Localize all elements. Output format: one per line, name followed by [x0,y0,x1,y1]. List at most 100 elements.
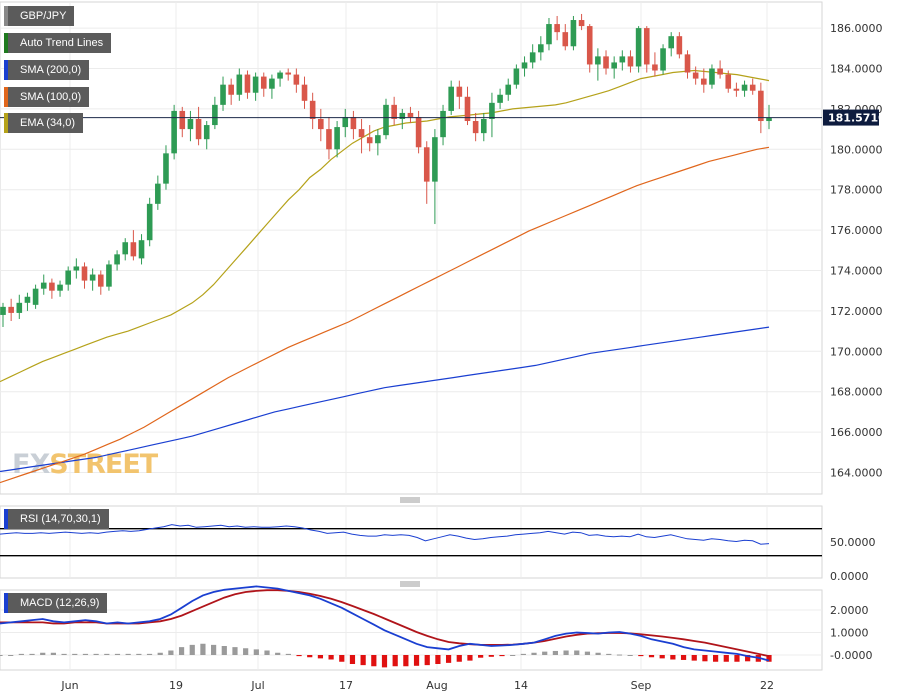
candle-body [603,56,609,69]
macd-histogram-bar [275,652,281,655]
macd-histogram-bar [243,648,249,655]
candle-body [89,274,96,281]
y-tick-label: 172.0000 [830,305,883,318]
macd-histogram-bar [72,653,78,655]
legend-gbpjpy[interactable]: GBP/JPY [4,6,75,26]
macd-histogram-bar [734,655,740,662]
macd-histogram-bar [253,649,259,655]
macd-histogram-bar [392,655,398,667]
candle-body [521,62,528,69]
macd-histogram-bar [488,655,494,657]
candle-body [546,24,552,45]
candle-body [97,274,104,287]
macd-histogram-bar [595,652,601,655]
candle-body [652,64,658,71]
candle-body [562,32,569,47]
candle-body [179,110,186,130]
candle-body [643,28,650,65]
candle-body [586,26,593,65]
candle-body [130,242,137,257]
candle-body [57,284,63,291]
macd-histogram-bar [82,653,89,655]
macd-histogram-bar [61,653,67,655]
candle-body [578,20,585,27]
candle-body [611,62,617,69]
candle-body [375,135,381,144]
panel-main [0,1,823,495]
candle-body [244,74,251,93]
candle-body [146,203,153,241]
candle-body [212,104,218,126]
legend-ema-34[interactable]: EMA (34,0) [4,113,84,133]
legend-auto-trend-lines[interactable]: Auto Trend Lines [4,33,112,53]
candle-body [301,84,308,101]
macd-histogram-bar [424,655,430,666]
macd-histogram-bar [264,650,270,655]
candle-body [415,116,422,148]
sma200-line [0,326,770,473]
candle-body [733,88,740,91]
candle-body [155,183,161,204]
candle-body [187,119,194,130]
macd-histogram-bar [93,653,99,655]
candle-body [163,153,169,184]
candle-body [326,129,332,150]
candle-body [399,112,406,119]
macd-histogram-bar [574,650,580,655]
macd-histogram-bar [221,646,227,655]
macd-tick-label: -0.0000 [830,649,872,662]
candle-body [513,68,520,85]
macd-histogram-bar [125,653,131,655]
y-tick-label: 186.0000 [830,22,883,35]
macd-histogram-bar [542,651,548,655]
legend-sma-100[interactable]: SMA (100,0) [4,87,90,107]
candle-body [489,102,495,119]
x-tick-label: Aug [426,679,447,692]
macd-histogram-bar [766,655,772,662]
candle-body [49,282,55,291]
macd-histogram-bar [745,655,751,662]
macd-histogram-bar [178,647,185,655]
x-tick-label: 19 [169,679,183,692]
candle-body [717,68,723,75]
candle-body [269,78,275,89]
macd-histogram-bar [531,652,537,655]
candle-body [260,76,267,89]
current-price-badge [823,109,879,126]
x-tick-label: Jul [250,679,264,692]
candle-body [676,36,683,55]
macd-histogram-bar [0,655,3,656]
candle-body [350,116,357,130]
legend-sma-200[interactable]: SMA (200,0) [4,60,90,80]
candle-body [106,264,112,287]
x-tick-label: 14 [514,679,528,692]
macd-histogram-bar [435,655,441,664]
macd-histogram-bar [200,643,206,655]
macd-histogram-bar [638,655,644,657]
macd-histogram-bar [146,653,153,655]
candle-body [334,127,340,150]
y-tick-label: 170.0000 [830,345,883,358]
macd-histogram-bar [211,644,217,655]
candle-body [24,296,31,303]
macd-histogram-bar [403,655,409,667]
macd-histogram-bar [563,650,569,655]
macd-histogram-bar [8,655,14,656]
macd-histogram-bar [616,654,623,656]
macd-histogram-bar [445,655,452,663]
candle-body [236,74,243,95]
x-tick-label: Sep [631,679,652,692]
macd-histogram-bar [317,655,324,659]
y-tick-label: 164.0000 [830,467,883,480]
macd-histogram-bar [189,644,195,655]
candle-body [749,84,756,91]
legend-macd[interactable]: MACD (12,26,9) [4,593,108,613]
macd-histogram-bar [627,655,633,656]
y-tick-label: 184.0000 [830,63,883,76]
rsi-tick-label: 50.0000 [830,536,876,549]
legend-rsi[interactable]: RSI (14,70,30,1) [4,509,109,529]
y-tick-label: 174.0000 [830,265,883,278]
macd-line [0,585,770,662]
macd-histogram-bar [712,655,719,662]
